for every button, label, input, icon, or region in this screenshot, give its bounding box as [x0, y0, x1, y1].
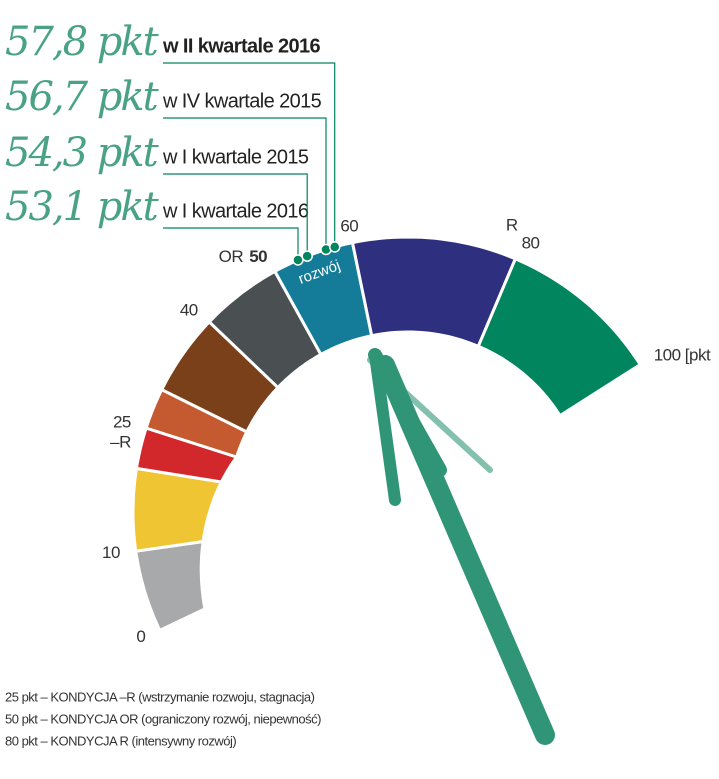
marker: [328, 241, 341, 253]
tick-label: 60: [340, 216, 358, 235]
gauge-segment: [134, 539, 207, 633]
leader-line: [163, 62, 336, 247]
note: 50 pkt – KONDYCJA OR (ograniczony rozwój…: [5, 711, 321, 726]
leader-line: [163, 117, 327, 250]
marker-value-label: 53,1 pkt: [5, 184, 160, 230]
annotation: –R: [110, 433, 131, 452]
marker-value-label: 56,7 pkt: [5, 74, 160, 120]
marker-period: w I kwartale 2016: [162, 200, 309, 222]
gauge-segment: [476, 256, 643, 418]
gauge: [131, 235, 643, 633]
marker-value-label: 54,3 pkt: [5, 130, 160, 176]
marker-period: w I kwartale 2015: [162, 146, 309, 168]
note: 25 pkt – KONDYCJA –R (wstrzymanie rozwoj…: [5, 689, 315, 704]
marker: [301, 250, 313, 262]
tick-label: 80: [522, 234, 540, 253]
arrow: [367, 348, 555, 745]
tick-label: 10: [102, 543, 120, 562]
leader-line: [163, 173, 308, 257]
tick-label: 25: [113, 413, 131, 432]
annotation: OR: [219, 247, 244, 266]
tick-label: 40: [180, 300, 198, 319]
tick-label: 50: [249, 247, 267, 266]
marker-period: w IV kwartale 2015: [162, 90, 322, 112]
tick-label: 0: [136, 627, 145, 646]
annotation: R: [506, 216, 518, 235]
marker-value-label: 57,8 pkt: [5, 19, 160, 65]
tick-label: 100 [pkt: [654, 346, 711, 365]
note: 80 pkt – KONDYCJA R (intensywny rozwój): [5, 733, 236, 748]
leader-line: [163, 227, 299, 260]
marker-period: w II kwartale 2016: [162, 35, 321, 57]
